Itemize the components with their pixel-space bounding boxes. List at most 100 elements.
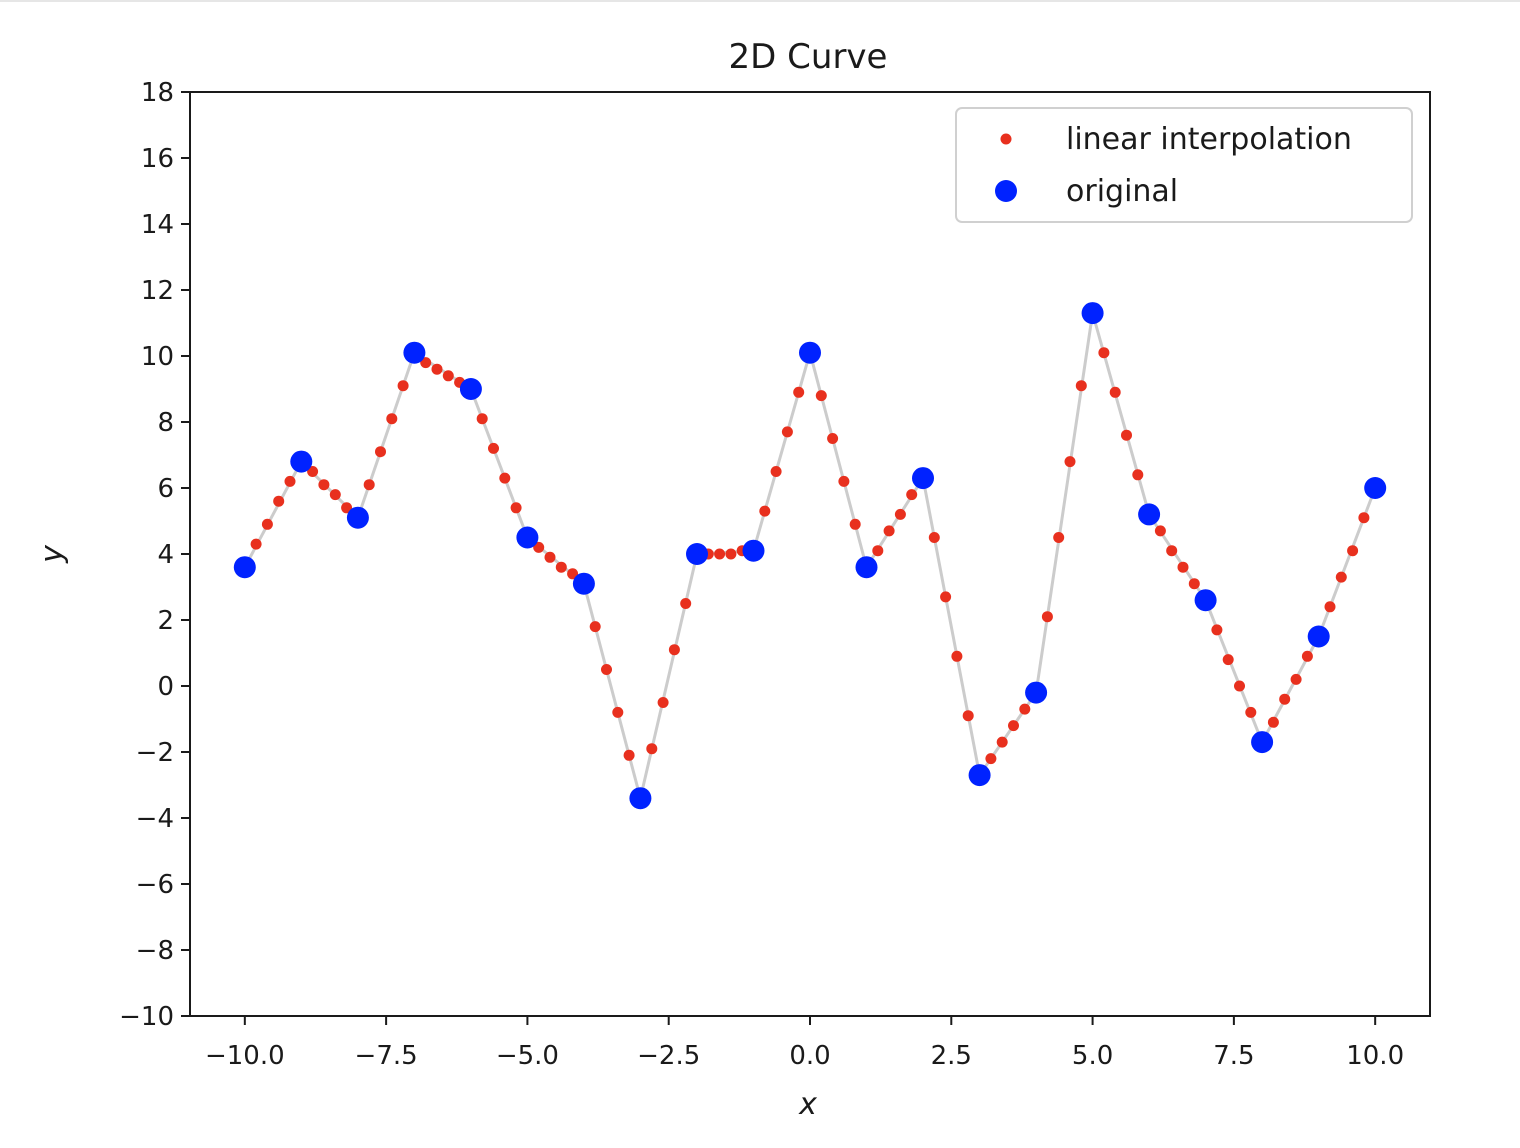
- original-point: [1025, 681, 1048, 704]
- interpolation-point: [770, 466, 782, 477]
- interpolation-point: [1041, 611, 1053, 623]
- interpolation-point: [996, 736, 1008, 748]
- legend-marker-linear-interpolation: [1000, 133, 1012, 145]
- x-tick-label: −7.5: [355, 1041, 418, 1071]
- interpolation-point: [589, 621, 601, 633]
- interpolation-point: [420, 357, 432, 369]
- y-tick-label: −10: [119, 1002, 174, 1032]
- legend: linear interpolation original: [955, 107, 1413, 223]
- interpolation-point: [318, 479, 330, 491]
- interpolation-point: [827, 433, 839, 444]
- interpolation-point: [951, 650, 963, 662]
- legend-marker-original: [995, 180, 1017, 202]
- original-point: [1307, 625, 1330, 648]
- interpolation-point: [612, 706, 624, 718]
- interpolation-point: [1109, 386, 1121, 398]
- interpolation-point: [442, 370, 454, 382]
- interpolation-point: [725, 548, 737, 560]
- interpolation-point: [646, 743, 658, 755]
- y-tick-label: −6: [136, 870, 174, 900]
- original-point: [459, 378, 482, 400]
- y-axis: −10 −8 −6 −4 −2 0 2 4 6 8 10 12 14 16 18: [119, 78, 190, 1032]
- y-tick-label: 12: [141, 276, 174, 306]
- interpolation-point: [397, 380, 409, 392]
- interpolation-point: [1245, 706, 1257, 718]
- interpolation-point: [1064, 456, 1076, 468]
- interpolation-point: [759, 505, 771, 517]
- original-point: [968, 764, 991, 787]
- original-point: [516, 526, 539, 549]
- interpolation-point: [1132, 469, 1144, 481]
- original-point: [1194, 589, 1217, 612]
- interpolation-point: [781, 426, 793, 438]
- interpolation-point: [1335, 571, 1347, 583]
- y-tick-label: 6: [157, 474, 174, 504]
- x-axis-label: x: [798, 1087, 817, 1122]
- interpolation-point: [1166, 545, 1178, 557]
- interpolation-point: [1154, 525, 1166, 537]
- original-point: [290, 450, 313, 473]
- curve-line: [243, 312, 1377, 799]
- y-axis-label: y: [35, 544, 70, 564]
- legend-label-linear-interpolation: linear interpolation: [1066, 122, 1352, 157]
- interpolation-point: [1279, 693, 1291, 705]
- original-point: [855, 556, 878, 579]
- y-tick-label: −4: [136, 804, 174, 834]
- interpolation-point: [1075, 380, 1087, 392]
- interpolation-point: [962, 710, 974, 722]
- original-point: [742, 539, 765, 562]
- interpolation-point: [680, 598, 692, 609]
- y-tick-label: 0: [157, 672, 174, 702]
- original-point: [1364, 477, 1387, 499]
- interpolation-point: [849, 518, 861, 530]
- interpolation-point: [533, 541, 545, 553]
- interpolation-point: [1234, 680, 1245, 692]
- interpolation-point: [1358, 512, 1370, 524]
- interpolation-point: [894, 508, 906, 520]
- interpolation-point: [883, 525, 895, 537]
- interpolation-point: [1324, 601, 1336, 613]
- x-tick-label: −2.5: [637, 1041, 700, 1071]
- interpolation-point: [940, 591, 952, 603]
- original-point: [403, 341, 426, 364]
- interpolation-point: [307, 466, 319, 477]
- interpolation-point: [1019, 703, 1031, 715]
- legend-box: [955, 107, 1413, 223]
- interpolation-point: [555, 561, 567, 573]
- y-tick-label: −8: [136, 936, 174, 966]
- y-tick-label: 14: [141, 210, 174, 240]
- interpolation-point: [386, 413, 398, 425]
- interpolation-point: [544, 551, 556, 563]
- interpolation-point: [341, 502, 353, 514]
- original-point: [1251, 731, 1274, 754]
- interpolation-point: [284, 475, 296, 487]
- x-tick-label: 2.5: [931, 1041, 972, 1071]
- interpolation-point: [657, 697, 669, 708]
- interpolation-point: [928, 532, 940, 543]
- interpolation-point: [1098, 347, 1110, 359]
- interpolation-point: [1188, 578, 1200, 590]
- interpolation-point: [714, 548, 726, 560]
- interpolation-point: [601, 664, 612, 675]
- interpolation-point: [623, 749, 635, 761]
- interpolation-point: [431, 363, 443, 375]
- top-divider: [0, 0, 1520, 2]
- interpolation-point: [375, 446, 386, 458]
- interpolation-point: [985, 753, 997, 765]
- original-point: [346, 506, 369, 529]
- chart-title: 2D Curve: [729, 37, 888, 77]
- interpolation-point: [567, 568, 579, 580]
- interpolation-point: [363, 479, 375, 491]
- interpolation-point: [1008, 720, 1019, 732]
- interpolation-point: [872, 545, 884, 557]
- interpolation-point: [1267, 716, 1279, 728]
- original-point: [629, 787, 652, 810]
- x-tick-label: −10.0: [205, 1041, 285, 1071]
- interpolation-point: [476, 413, 488, 425]
- original-point: [233, 556, 256, 579]
- interpolation-point: [1222, 654, 1234, 666]
- interpolation-point: [329, 489, 341, 501]
- y-tick-label: 10: [141, 342, 174, 372]
- interpolation-point: [1301, 650, 1313, 662]
